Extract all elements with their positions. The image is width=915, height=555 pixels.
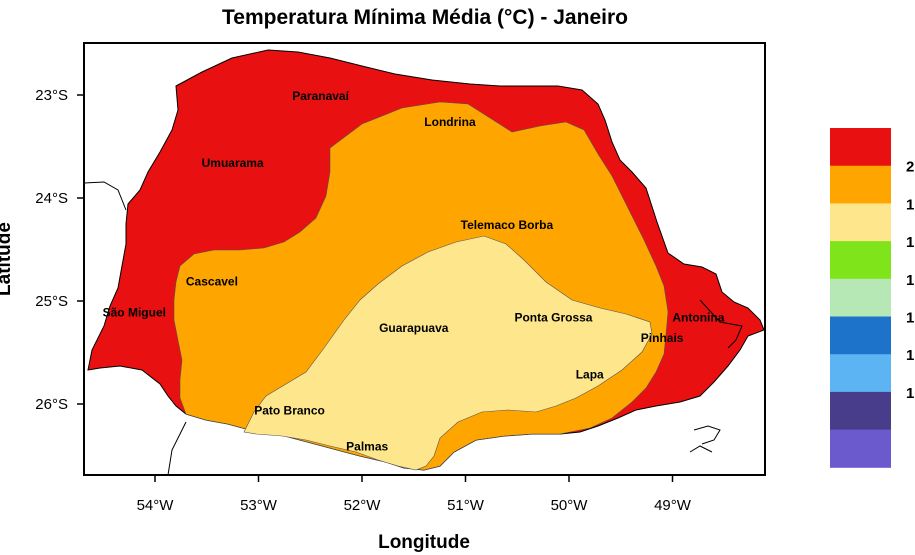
city-label: Paranavaí	[292, 89, 349, 103]
legend-label: 1	[906, 272, 914, 289]
x-tick-label: 52°W	[344, 497, 382, 514]
city-label: Pato Branco	[254, 403, 325, 417]
legend-label: 1	[906, 385, 914, 402]
city-label: Telemaco Borba	[461, 218, 554, 232]
legend-swatch	[830, 165, 891, 204]
legend-swatch	[830, 278, 891, 317]
legend-swatch	[830, 316, 891, 355]
city-labels: Paranavaí Londrina Umuarama Telemaco Borba C…	[103, 89, 725, 453]
y-tick-label: 25°S	[35, 293, 68, 310]
y-tick-label: 23°S	[35, 87, 68, 104]
city-label: Guarapuava	[379, 321, 449, 335]
color-legend: 2 1 1 1 1 1 1	[830, 128, 914, 468]
legend-label: 1	[906, 310, 914, 327]
map-title: Temperatura Mínima Média (°C) - Janeiro	[222, 6, 628, 29]
legend-swatch	[830, 391, 891, 431]
city-label: São Miguel	[103, 305, 166, 319]
y-tick-label: 24°S	[35, 190, 68, 207]
city-label: Antonina	[672, 311, 724, 325]
legend-label: 1	[906, 347, 914, 364]
city-label: Lapa	[576, 367, 604, 381]
legend-swatch	[830, 429, 891, 468]
legend-swatch	[830, 354, 891, 393]
x-tick-label: 51°W	[447, 497, 485, 514]
map-frame	[83, 42, 766, 476]
legend-label: 2	[906, 159, 914, 176]
x-axis-title: Longitude	[378, 532, 470, 553]
y-axis-title: Latitude	[0, 222, 15, 296]
x-tick-label: 49°W	[654, 497, 692, 514]
border-line-south	[167, 421, 187, 475]
city-label: Pinhais	[641, 331, 684, 345]
coastline-island	[693, 425, 721, 445]
coastline-bay	[699, 299, 743, 349]
legend-label: 1	[906, 234, 914, 251]
legend-swatch	[830, 203, 891, 242]
city-label: Cascavel	[186, 275, 238, 289]
axis-ticks: 54°W 53°W 52°W 51°W 50°W 49°W 23°S 24°S 25°S 26°S	[35, 87, 691, 514]
city-label: Londrina	[424, 115, 476, 129]
legend-swatch	[830, 241, 891, 280]
x-tick-label: 54°W	[137, 497, 175, 514]
city-label: Umuarama	[202, 156, 264, 170]
legend-label: 1	[906, 196, 914, 213]
city-label: Palmas	[346, 439, 388, 453]
zone-light-yellow	[243, 235, 653, 471]
x-tick-label: 50°W	[551, 497, 589, 514]
y-tick-label: 26°S	[35, 396, 68, 413]
map-area: Paranavaí Londrina Umuarama Telemaco Borba C…	[84, 43, 765, 475]
coastline-detail	[689, 445, 713, 453]
border-line-west	[84, 181, 127, 211]
legend-swatch	[830, 128, 891, 167]
city-label: Ponta Grossa	[514, 311, 592, 325]
x-tick-label: 53°W	[240, 497, 278, 514]
